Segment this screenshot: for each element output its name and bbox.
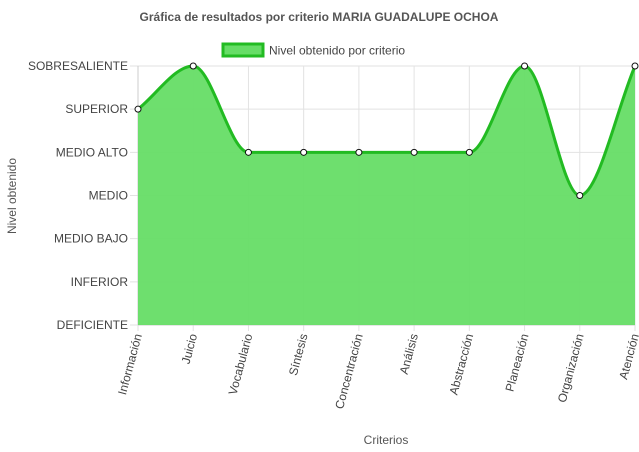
data-point[interactable]: [355, 148, 363, 156]
y-tick-label: SOBRESALIENTE: [28, 59, 128, 73]
y-tick-label: MEDIO: [89, 189, 128, 203]
data-point[interactable]: [300, 148, 308, 156]
y-tick-label: SUPERIOR: [65, 102, 128, 116]
x-axis-ticks: Información Juicio Vocabulario Síntesis Conc…: [115, 332, 639, 411]
x-tick-label: Concentración: [332, 332, 366, 410]
y-tick-label: DEFICIENTE: [57, 318, 128, 332]
x-tick-label: Juicio: [179, 332, 201, 366]
data-point[interactable]: [244, 148, 252, 156]
y-axis-ticks: DEFICIENTE INFERIOR MEDIO BAJO MEDIO MEDIO A…: [28, 59, 128, 332]
data-point[interactable]: [631, 62, 639, 70]
legend-swatch[interactable]: [221, 42, 265, 58]
x-tick-label: Organización: [555, 332, 587, 404]
legend[interactable]: Nivel obtenido por criterio: [221, 42, 405, 58]
chart-title: Gráfica de resultados por criterio MARIA…: [140, 10, 499, 24]
y-axis-title: Nivel obtenido: [5, 158, 19, 234]
x-tick-label: Análisis: [397, 332, 421, 376]
data-point[interactable]: [134, 105, 142, 113]
x-tick-label: Información: [115, 332, 145, 396]
data-point[interactable]: [189, 62, 197, 70]
x-tick-label: Atención: [616, 332, 639, 381]
y-tick-label: INFERIOR: [71, 275, 129, 289]
data-point[interactable]: [576, 192, 584, 199]
data-points: [134, 62, 639, 199]
series-area: [138, 66, 635, 325]
legend-label[interactable]: Nivel obtenido por criterio: [269, 44, 405, 58]
x-tick-label: Planeación: [503, 332, 532, 393]
data-point[interactable]: [465, 148, 473, 156]
x-tick-label: Abstracción: [446, 332, 476, 396]
x-tick-label: Vocabulario: [226, 332, 256, 397]
y-tick-label: MEDIO ALTO: [56, 145, 128, 159]
x-tick-label: Síntesis: [286, 332, 311, 377]
x-axis-title: Criterios: [364, 433, 409, 447]
data-point[interactable]: [521, 62, 529, 70]
data-point[interactable]: [410, 148, 418, 156]
y-tick-label: MEDIO BAJO: [54, 232, 128, 246]
